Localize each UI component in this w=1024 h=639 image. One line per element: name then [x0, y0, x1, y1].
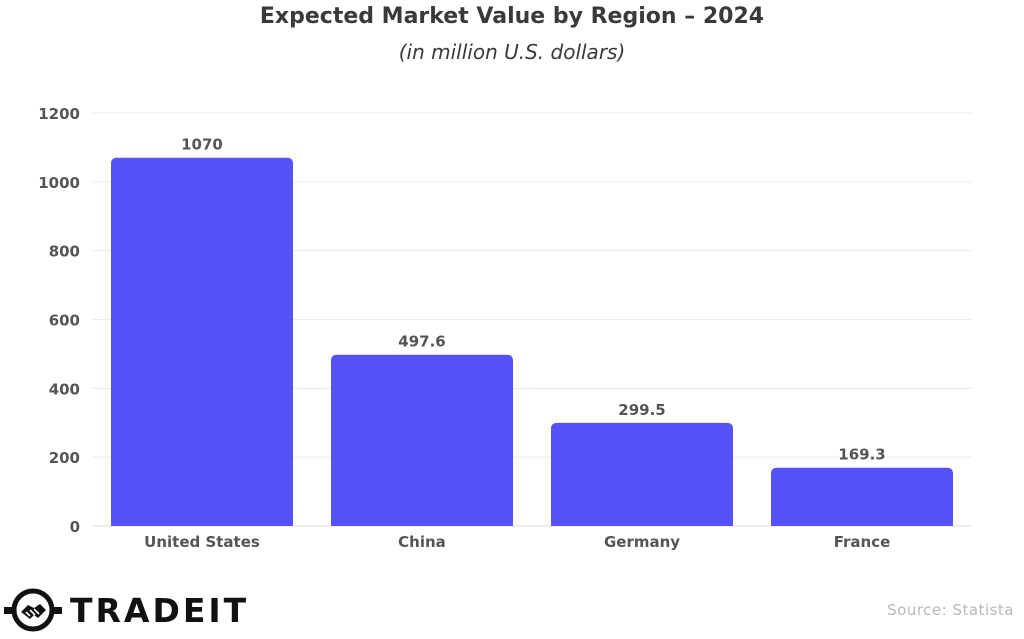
y-tick-label: 1000	[38, 174, 80, 192]
y-tick-label: 400	[49, 380, 80, 398]
bar-germany	[551, 422, 733, 526]
y-tick-label: 600	[49, 312, 80, 330]
brand-name: TRADEIT	[70, 590, 250, 630]
y-tick-label: 1200	[38, 105, 80, 123]
y-tick-label: 200	[49, 449, 80, 467]
x-tick-label: United States	[144, 533, 260, 551]
source-note: Source: Statista	[887, 601, 1014, 619]
data-label: 497.6	[398, 333, 445, 351]
y-tick-label: 800	[49, 243, 80, 261]
handshake-icon	[4, 588, 62, 632]
bar-france	[771, 467, 953, 526]
y-tick-label: 0	[70, 518, 80, 536]
data-labels: 1070 497.6 299.5 169.3	[181, 136, 886, 464]
data-label: 169.3	[838, 446, 885, 464]
data-label: 299.5	[618, 401, 665, 419]
bar-chart: 0 200 400 600 800 1000 1200 1070 497.6 299.5 169.…	[38, 105, 972, 551]
chart-title: Expected Market Value by Region – 2024	[259, 4, 765, 29]
brand-logo: TRADEIT	[4, 588, 249, 632]
x-tick-label: Germany	[604, 533, 680, 551]
data-label: 1070	[181, 136, 223, 154]
bar-united-states	[111, 157, 293, 526]
x-tick-label: France	[834, 533, 891, 551]
x-axis-ticks: United States China Germany France	[144, 533, 890, 551]
x-tick-label: China	[398, 533, 446, 551]
bars	[111, 157, 953, 526]
bar-china	[331, 354, 513, 526]
chart-subtitle: (in million U.S. dollars)	[398, 40, 626, 64]
y-axis-ticks: 0 200 400 600 800 1000 1200	[38, 105, 80, 536]
